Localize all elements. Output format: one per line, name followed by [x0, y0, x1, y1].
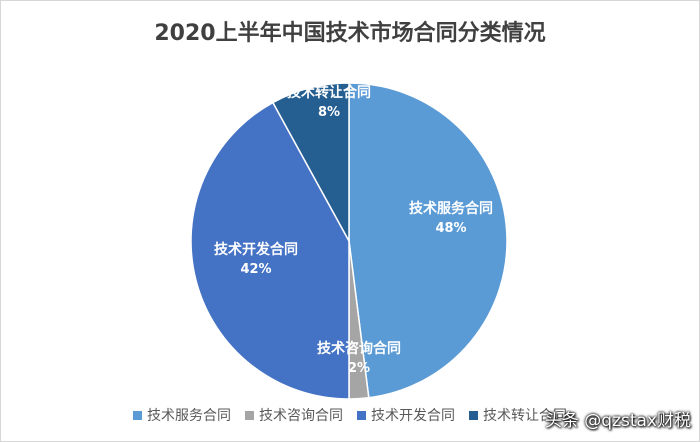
- pie-slice: [271, 82, 350, 242]
- slice-value-label: 8%: [318, 105, 340, 120]
- chart-title: 2020上半年中国技术市场合同分类情况: [154, 21, 546, 46]
- chart-legend: 技术服务合同 技术咨询合同 技术开发合同 技术转让合同: [1, 405, 699, 425]
- slice-category-label: 技术开发合同: [214, 241, 298, 258]
- watermark: 头条 @qzstax财税: [544, 411, 691, 431]
- legend-item: 技术服务合同: [133, 405, 231, 425]
- legend-label: 技术咨询合同: [259, 408, 343, 424]
- slice-value-label: 42%: [240, 262, 271, 277]
- legend-item: 技术转让合同: [469, 405, 567, 425]
- slice-category-label: 技术转让合同: [287, 84, 371, 101]
- legend-label: 技术开发合同: [371, 408, 455, 424]
- legend-item: 技术开发合同: [357, 405, 455, 425]
- slice-category-label: 技术服务合同: [409, 200, 493, 217]
- slice-value-label: 48%: [435, 221, 466, 236]
- legend-label: 技术转让合同: [483, 408, 567, 424]
- pie-chart: 技术服务合同 48% 技术咨询合同 2% 技术开发合同 42% 技术转让合同 8%: [190, 82, 508, 400]
- slice-value-label: 2%: [348, 361, 370, 376]
- legend-swatch: [357, 410, 366, 420]
- legend-item: 技术咨询合同: [245, 405, 343, 425]
- legend-swatch: [133, 410, 142, 420]
- pie-slice: [190, 101, 350, 400]
- legend-label: 技术服务合同: [147, 408, 231, 424]
- legend-swatch: [245, 410, 254, 420]
- slice-category-label: 技术咨询合同: [317, 340, 401, 357]
- legend-swatch: [469, 410, 478, 420]
- pie-slice: [348, 82, 508, 399]
